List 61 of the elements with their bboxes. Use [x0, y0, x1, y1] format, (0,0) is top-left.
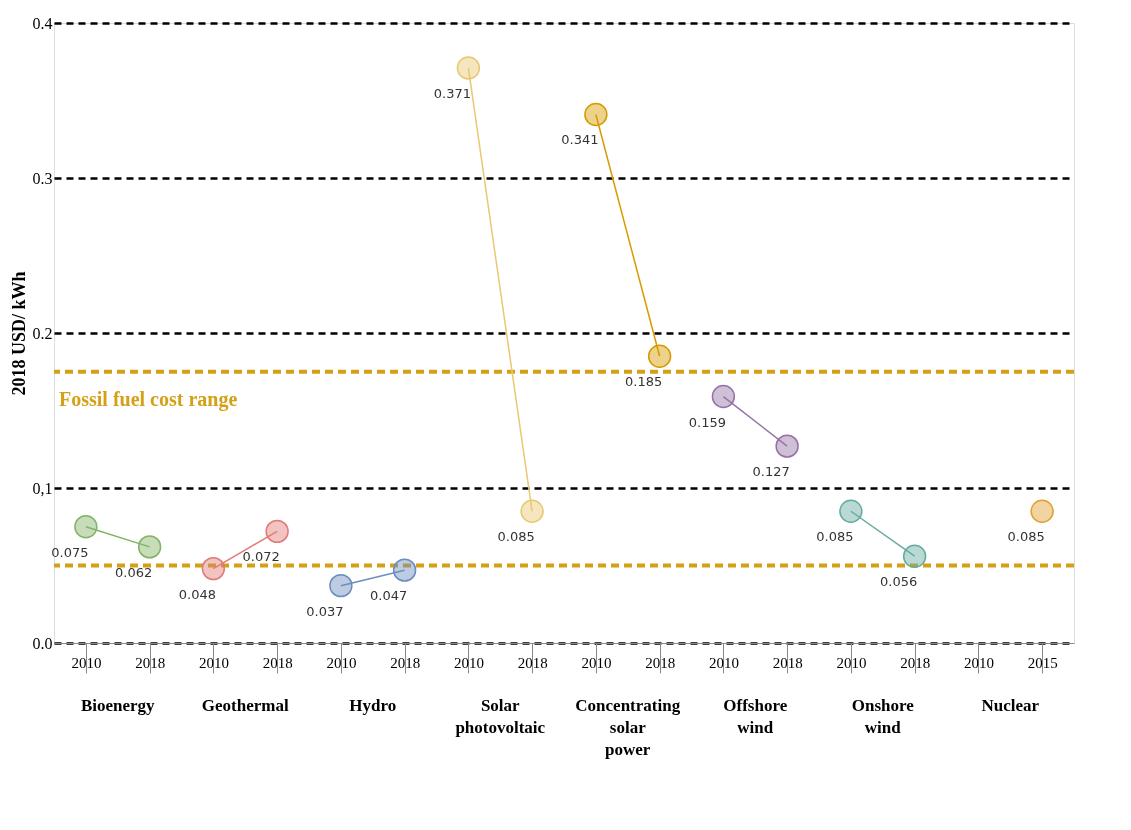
point [647, 344, 672, 368]
text: Onshore wind [851, 696, 915, 737]
x-tick-label: 2018 [135, 654, 166, 671]
ref-line-label: Fossil fuel cost range [59, 387, 238, 411]
text: Bioenergy [80, 696, 156, 715]
point [392, 558, 417, 582]
x-tick-label: 2010 [326, 654, 357, 671]
data-label: 0.037 [306, 603, 344, 619]
point [456, 56, 481, 80]
x-tick-label: 2010 [453, 654, 484, 671]
data-label: 0.056 [880, 574, 918, 590]
x-tick-label: 2010 [581, 654, 612, 671]
data-label: 0.341 [561, 132, 599, 148]
point [902, 544, 927, 568]
point [584, 102, 608, 127]
point [265, 519, 289, 544]
x-tick-label: 2018 [517, 654, 548, 671]
x-tick-label: 2010 [71, 654, 102, 671]
y-axis-title: 2018 USD/ kWh [8, 271, 29, 396]
point [711, 384, 736, 409]
x-tick-label: 2018 [900, 654, 931, 671]
data-label: 0.127 [752, 464, 790, 480]
x-tick-label: 2010 [963, 654, 994, 671]
data-label: 0.072 [242, 549, 280, 565]
y-tick-label: 0.0 [32, 634, 53, 652]
text: Concentrating solar power [575, 696, 681, 759]
data-label: 0.075 [51, 544, 89, 560]
data-label: 0.159 [688, 414, 726, 430]
data-label: 0.085 [816, 529, 854, 545]
x-tick-label: 2010 [198, 654, 229, 671]
x-tick-label: 2018 [390, 654, 421, 671]
y-tick-label: 0.3 [32, 169, 53, 187]
x-tick-label: 2018 [262, 654, 293, 671]
data-label: 0.085 [497, 529, 535, 545]
point [839, 499, 863, 523]
text: Geothermal [201, 696, 289, 715]
point [74, 515, 98, 539]
x-tick-label: 2015 [1027, 654, 1058, 671]
point [137, 535, 162, 559]
x-tick-label: 2010 [708, 654, 739, 671]
data-label: 0.048 [178, 586, 216, 602]
text: Solar photovoltaic [455, 696, 546, 737]
point [520, 499, 544, 523]
x-tick-label: 2010 [836, 654, 867, 671]
y-tick-label: 0.4 [32, 14, 53, 32]
point [201, 556, 226, 581]
text: Hydro [349, 696, 397, 715]
text: Nuclear [981, 696, 1040, 715]
data-label: 0.062 [115, 564, 153, 580]
y-tick-label: 0,1 [32, 479, 53, 497]
x-tick-label: 2018 [772, 654, 803, 671]
point [775, 434, 799, 458]
text: Offshore wind [723, 696, 788, 737]
x-tick-label: 2018 [645, 654, 676, 671]
y-tick-label: 0.2 [32, 324, 53, 342]
data-label: 0.085 [1007, 529, 1045, 545]
data-label: 0.371 [433, 85, 471, 101]
data-label: 0.185 [625, 374, 663, 390]
data-label: 0.047 [370, 588, 408, 604]
point [329, 573, 353, 598]
point [1030, 499, 1054, 523]
